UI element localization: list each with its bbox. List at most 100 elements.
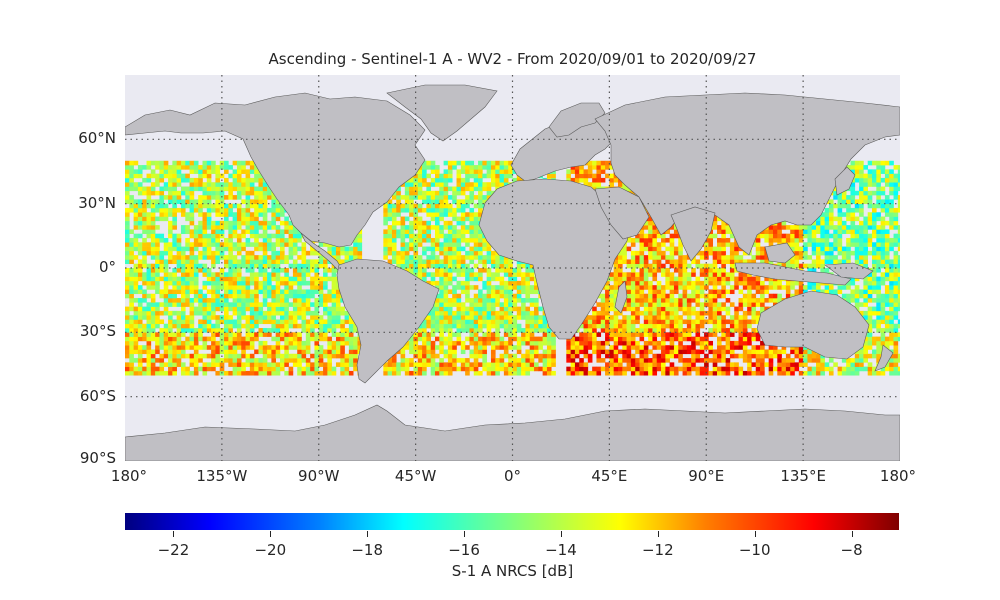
nrcs-cell (215, 340, 221, 346)
nrcs-cell (473, 293, 479, 299)
nrcs-cell (137, 246, 143, 252)
nrcs-cell (478, 182, 483, 187)
nrcs-cell (206, 345, 212, 350)
nrcs-cell (669, 250, 675, 256)
nrcs-cell (245, 229, 251, 234)
nrcs-cell (443, 250, 449, 256)
nrcs-cell (137, 186, 143, 192)
nrcs-cell (490, 276, 496, 282)
nrcs-cell (396, 195, 401, 200)
nrcs-cell (301, 250, 307, 256)
nrcs-cell (219, 340, 225, 346)
nrcs-cell (176, 250, 182, 256)
nrcs-cell (465, 315, 470, 320)
nrcs-cell (159, 336, 165, 342)
nrcs-cell (215, 250, 221, 256)
nrcs-cell (193, 225, 199, 230)
nrcs-cell (323, 336, 328, 342)
nrcs-cell (478, 250, 483, 256)
nrcs-cell (353, 250, 358, 256)
nrcs-cell (426, 203, 431, 209)
nrcs-cell (211, 328, 216, 333)
nrcs-cell (387, 203, 393, 209)
nrcs-cell (198, 319, 203, 325)
nrcs-cell (583, 332, 589, 337)
nrcs-cell (499, 362, 505, 367)
nrcs-cell (452, 259, 457, 265)
nrcs-cell (495, 310, 500, 316)
nrcs-cell (176, 160, 182, 166)
nrcs-cell (643, 242, 649, 247)
nrcs-cell (163, 306, 169, 312)
nrcs-cell (137, 332, 143, 337)
nrcs-cell (435, 237, 440, 243)
nrcs-cell (529, 345, 535, 350)
nrcs-cell (669, 280, 675, 286)
nrcs-cell (168, 199, 173, 204)
nrcs-cell (146, 216, 152, 222)
nrcs-cell (228, 340, 233, 346)
nrcs-cell (605, 349, 610, 355)
nrcs-cell (439, 250, 444, 256)
nrcs-cell (499, 310, 505, 316)
nrcs-cell (180, 349, 186, 355)
nrcs-cell (241, 160, 246, 166)
nrcs-cell (331, 340, 337, 346)
nrcs-cell (280, 358, 285, 363)
nrcs-cell (417, 268, 423, 273)
nrcs-cell (142, 328, 147, 333)
nrcs-cell (551, 349, 556, 355)
nrcs-cell (168, 319, 173, 325)
nrcs-cell (447, 177, 453, 183)
nrcs-cell (626, 336, 632, 342)
nrcs-cell (344, 259, 350, 265)
nrcs-cell (155, 233, 160, 239)
nrcs-cell (224, 216, 229, 222)
nrcs-cell (125, 268, 130, 273)
nrcs-cell (508, 293, 513, 299)
nrcs-cell (630, 302, 636, 307)
nrcs-cell (482, 323, 487, 329)
nrcs-cell (202, 362, 208, 367)
nrcs-cell (648, 280, 653, 286)
nrcs-cell (262, 246, 268, 252)
nrcs-cell (314, 332, 320, 337)
nrcs-cell (258, 349, 264, 355)
nrcs-cell (503, 298, 509, 303)
nrcs-cell (340, 366, 345, 372)
nrcs-cell (486, 182, 492, 187)
nrcs-cell (486, 306, 492, 312)
nrcs-cell (254, 207, 259, 213)
nrcs-cell (262, 259, 268, 265)
nrcs-cell (288, 340, 294, 346)
nrcs-cell (215, 246, 221, 252)
nrcs-cell (521, 306, 526, 312)
nrcs-cell (516, 345, 522, 350)
nrcs-cell (430, 242, 436, 247)
nrcs-cell (129, 319, 134, 325)
nrcs-cell (587, 353, 593, 359)
nrcs-cell (465, 242, 470, 247)
nrcs-cell (189, 220, 195, 226)
nrcs-cell (211, 186, 216, 192)
nrcs-cell (417, 237, 423, 243)
nrcs-cell (495, 177, 500, 183)
nrcs-cell (241, 207, 246, 213)
nrcs-cell (163, 285, 169, 290)
nrcs-cell (430, 353, 436, 359)
nrcs-cell (275, 212, 281, 217)
nrcs-cell (206, 353, 212, 359)
nrcs-cell (172, 199, 177, 204)
nrcs-cell (125, 323, 130, 329)
nrcs-cell (215, 182, 221, 187)
nrcs-cell (503, 272, 509, 277)
nrcs-cell (211, 298, 216, 303)
nrcs-cell (163, 340, 169, 346)
nrcs-cell (254, 276, 259, 282)
nrcs-cell (224, 293, 229, 299)
nrcs-cell (643, 345, 649, 350)
nrcs-cell (443, 349, 449, 355)
nrcs-cell (180, 328, 186, 333)
nrcs-cell (211, 195, 216, 200)
nrcs-cell (600, 315, 606, 320)
